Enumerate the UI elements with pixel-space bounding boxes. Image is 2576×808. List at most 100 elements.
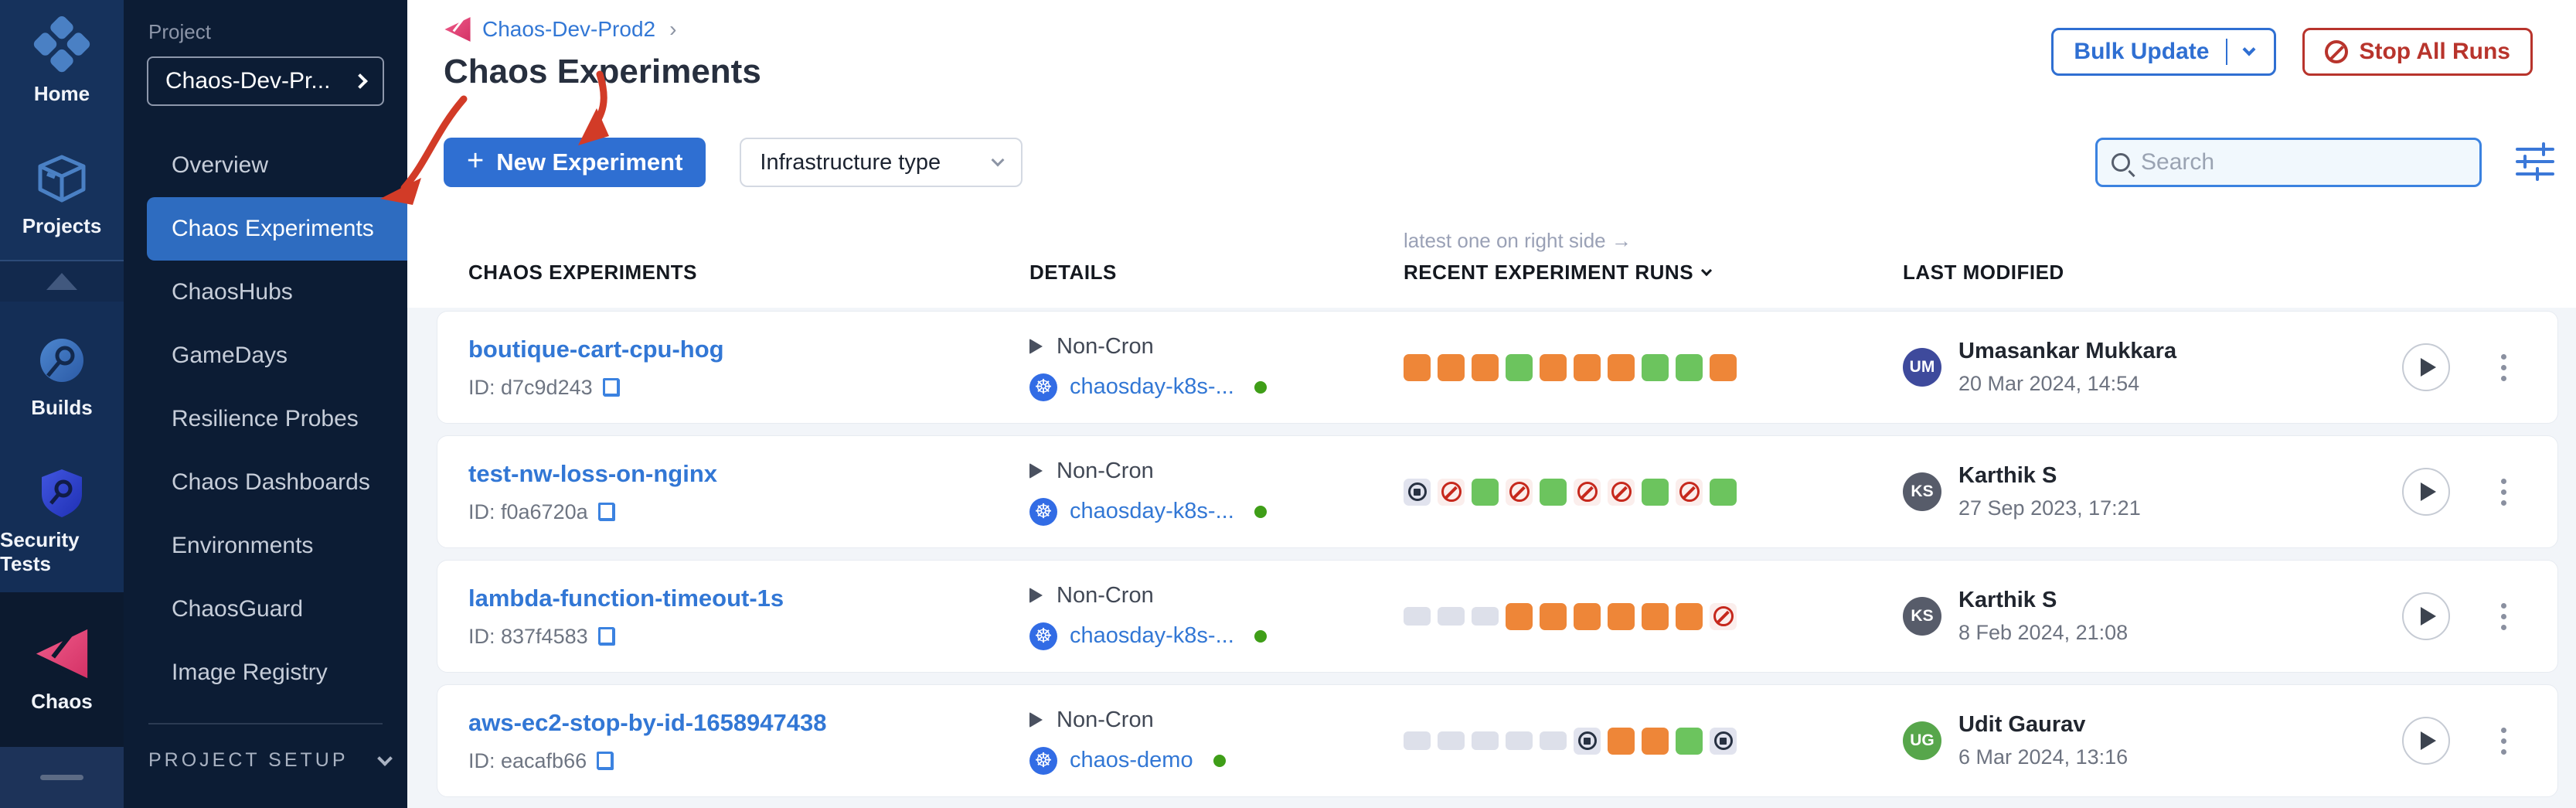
- infrastructure-link[interactable]: chaosday-k8s-...: [1070, 374, 1234, 399]
- row-menu-icon[interactable]: [2501, 602, 2506, 630]
- run-orange[interactable]: [1642, 602, 1669, 630]
- sidebar-item-image-registry[interactable]: Image Registry: [172, 660, 328, 685]
- column-recent-runs[interactable]: RECENT EXPERIMENT RUNS: [1404, 261, 1903, 285]
- collapse-up-icon: [46, 273, 77, 290]
- run-orange[interactable]: [1642, 727, 1669, 755]
- prohibited-icon: [2325, 40, 2349, 63]
- run-green[interactable]: [1642, 353, 1669, 381]
- run-green[interactable]: [1506, 353, 1533, 381]
- runs-hint: latest one on right side →: [1404, 229, 1632, 252]
- run-stopped[interactable]: [1404, 478, 1431, 506]
- run-failed[interactable]: [1506, 478, 1533, 506]
- run-green[interactable]: [1472, 478, 1499, 506]
- sidebar-item-chaos-experiments[interactable]: Chaos Experiments: [147, 197, 407, 261]
- modified-by-name: Umasankar Mukkara: [1958, 339, 2177, 363]
- kubernetes-icon: ☸: [1029, 622, 1057, 650]
- stop-all-runs-button[interactable]: Stop All Runs: [2302, 28, 2533, 76]
- rail-item-security-tests[interactable]: Security Tests: [0, 465, 124, 576]
- rail-resize-handle[interactable]: [40, 775, 83, 780]
- experiment-row[interactable]: lambda-function-timeout-1s ID: 837f4583 …: [437, 560, 2558, 673]
- run-orange[interactable]: [1404, 353, 1431, 381]
- run-orange[interactable]: [1574, 602, 1601, 630]
- experiment-name-link[interactable]: boutique-cart-cpu-hog: [468, 335, 724, 363]
- rail-label: Projects: [22, 214, 102, 237]
- run-orange[interactable]: [1540, 602, 1567, 630]
- row-menu-icon[interactable]: [2501, 478, 2506, 506]
- run-green[interactable]: [1642, 478, 1669, 506]
- copy-icon[interactable]: [597, 752, 614, 770]
- run-orange[interactable]: [1608, 353, 1635, 381]
- experiment-name-link[interactable]: lambda-function-timeout-1s: [468, 584, 784, 612]
- run-experiment-button[interactable]: [2402, 592, 2450, 640]
- run-orange[interactable]: [1676, 602, 1703, 630]
- filter-sliders-icon[interactable]: [2516, 142, 2554, 181]
- sidebar-item-environments[interactable]: Environments: [172, 533, 314, 558]
- row-menu-icon[interactable]: [2501, 727, 2506, 755]
- experiment-name-link[interactable]: test-nw-loss-on-nginx: [468, 459, 718, 487]
- avatar: KS: [1903, 597, 1941, 636]
- run-failed[interactable]: [1676, 478, 1703, 506]
- run-green[interactable]: [1676, 353, 1703, 381]
- rail-item-chaos[interactable]: Chaos: [0, 592, 124, 747]
- run-failed[interactable]: [1608, 478, 1635, 506]
- run-orange[interactable]: [1608, 602, 1635, 630]
- run-orange[interactable]: [1506, 602, 1533, 630]
- run-stopped[interactable]: [1710, 727, 1737, 755]
- breadcrumb-project-link[interactable]: Chaos-Dev-Prod2: [482, 17, 656, 41]
- row-menu-icon[interactable]: [2501, 353, 2506, 381]
- rail-item-builds[interactable]: Builds: [31, 332, 93, 420]
- run-orange[interactable]: [1574, 353, 1601, 381]
- experiment-id: ID: eacafb66: [468, 748, 587, 772]
- run-orange[interactable]: [1608, 727, 1635, 755]
- run-orange[interactable]: [1438, 353, 1465, 381]
- sidebar-item-chaos-dashboards[interactable]: Chaos Dashboards: [172, 469, 370, 495]
- rail-item-projects[interactable]: Projects: [22, 151, 102, 238]
- experiment-name-link[interactable]: aws-ec2-stop-by-id-1658947438: [468, 708, 827, 736]
- rail-item-home[interactable]: Home: [32, 14, 92, 106]
- copy-icon[interactable]: [597, 627, 615, 646]
- infra-status-dot: [1254, 380, 1267, 394]
- run-green[interactable]: [1540, 478, 1567, 506]
- run-experiment-button[interactable]: [2402, 343, 2450, 391]
- infrastructure-link[interactable]: chaosday-k8s-...: [1070, 499, 1234, 523]
- rail-collapse-band[interactable]: [0, 260, 124, 302]
- sidebar-item-gamedays[interactable]: GameDays: [172, 343, 288, 368]
- run-empty: [1404, 607, 1431, 626]
- run-stopped[interactable]: [1574, 727, 1601, 755]
- run-experiment-button[interactable]: [2402, 468, 2450, 516]
- avatar: UM: [1903, 348, 1941, 387]
- sidebar-item-chaosguard[interactable]: ChaosGuard: [172, 596, 304, 622]
- run-green[interactable]: [1710, 478, 1737, 506]
- sidebar-item-overview[interactable]: Overview: [172, 152, 269, 178]
- sidebar-item-resilience-probes[interactable]: Resilience Probes: [172, 406, 359, 431]
- chevron-down-icon: [991, 153, 1005, 167]
- project-selector[interactable]: Chaos-Dev-Pr...: [147, 56, 384, 106]
- infrastructure-link[interactable]: chaos-demo: [1070, 748, 1193, 772]
- project-setup-toggle[interactable]: PROJECT SETUP: [124, 749, 407, 772]
- header-actions: Bulk Update Stop All Runs: [2051, 28, 2533, 76]
- run-experiment-button[interactable]: [2402, 717, 2450, 765]
- run-orange[interactable]: [1472, 353, 1499, 381]
- run-orange[interactable]: [1540, 353, 1567, 381]
- search-input[interactable]: [2141, 149, 2465, 176]
- sidebar-item-chaoshubs[interactable]: ChaosHubs: [172, 279, 293, 305]
- run-failed[interactable]: [1710, 602, 1737, 630]
- run-empty: [1472, 731, 1499, 750]
- project-name: Chaos-Dev-Pr...: [165, 68, 331, 94]
- bulk-update-button[interactable]: Bulk Update: [2051, 28, 2277, 76]
- new-experiment-button[interactable]: + New Experiment: [444, 138, 706, 187]
- infrastructure-type-dropdown[interactable]: Infrastructure type: [740, 138, 1023, 187]
- modified-by-name: Udit Gaurav: [1958, 712, 2086, 737]
- run-failed[interactable]: [1438, 478, 1465, 506]
- run-orange[interactable]: [1710, 353, 1737, 381]
- experiment-row[interactable]: test-nw-loss-on-nginx ID: f0a6720a Non-C…: [437, 435, 2558, 548]
- failed-run-icon: [1679, 482, 1700, 502]
- chevron-down-icon[interactable]: [2242, 43, 2256, 56]
- experiment-row[interactable]: aws-ec2-stop-by-id-1658947438 ID: eacafb…: [437, 684, 2558, 797]
- infrastructure-link[interactable]: chaosday-k8s-...: [1070, 623, 1234, 648]
- copy-icon[interactable]: [602, 378, 620, 397]
- run-green[interactable]: [1676, 727, 1703, 755]
- experiment-row[interactable]: boutique-cart-cpu-hog ID: d7c9d243 Non-C…: [437, 311, 2558, 424]
- copy-icon[interactable]: [597, 503, 615, 521]
- run-failed[interactable]: [1574, 478, 1601, 506]
